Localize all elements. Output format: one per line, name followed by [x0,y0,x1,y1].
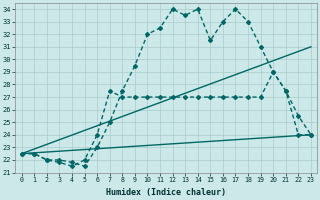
X-axis label: Humidex (Indice chaleur): Humidex (Indice chaleur) [106,188,226,197]
